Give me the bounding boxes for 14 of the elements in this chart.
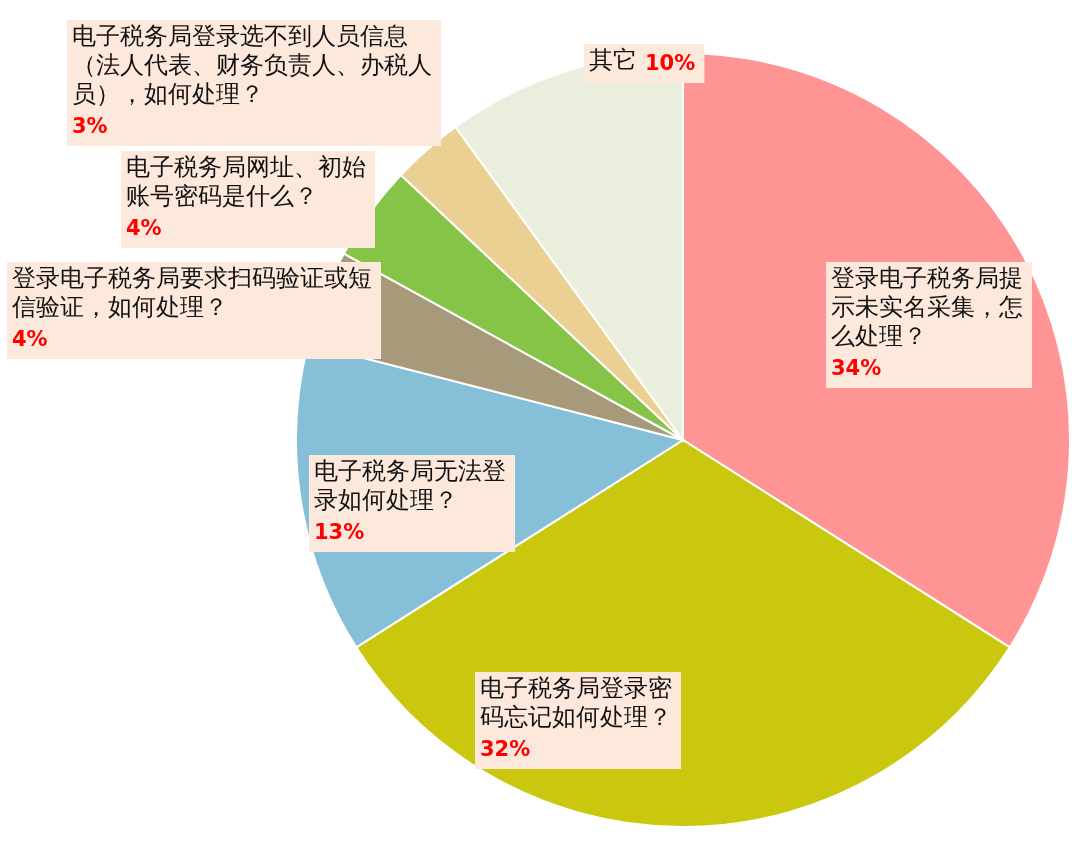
slice-label: 电子税务局无法登录如何处理？	[314, 457, 506, 514]
data-label: 4%	[12, 327, 48, 351]
slice-label: 登录电子税务局要求扫码验证或短信验证，如何处理？	[12, 264, 372, 321]
data-label: 3%	[72, 114, 108, 138]
data-label: 13%	[314, 520, 365, 544]
slice-label: 电子税务局登录密码忘记如何处理？	[480, 674, 672, 731]
data-label: 4%	[126, 216, 162, 240]
slice-label: 登录电子税务局提示未实名采集，怎么处理？	[831, 264, 1023, 350]
slice-label: 电子税务局登录选不到人员信息（法人代表、财务负责人、办税人员），如何处理？	[72, 22, 432, 108]
slice-label: 电子税务局网址、初始账号密码是什么？	[126, 153, 366, 210]
data-label: 32%	[480, 737, 531, 761]
data-label: 34%	[831, 356, 882, 380]
data-label: 10%	[645, 51, 696, 75]
slice-label: 其它	[589, 46, 637, 74]
